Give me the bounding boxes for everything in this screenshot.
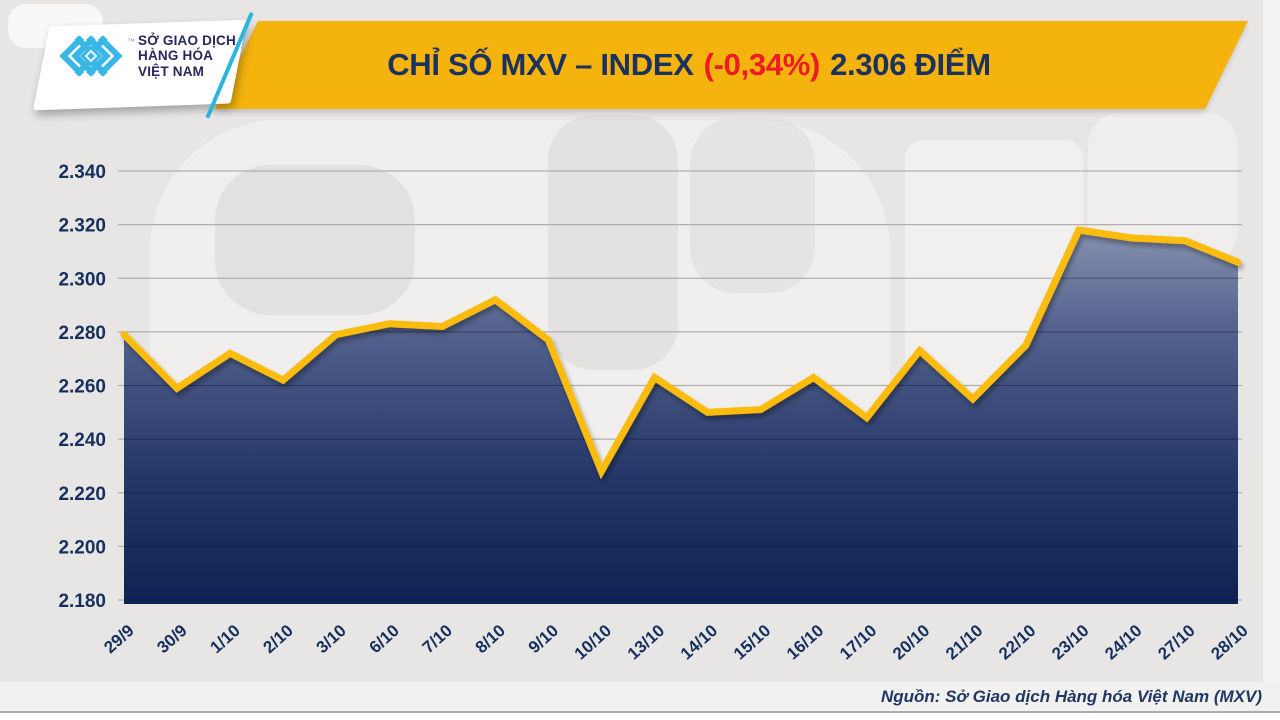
title-points-value: 2.306 ĐIỂM	[830, 47, 991, 82]
mxv-logo: ™ SỞ GIAO DỊCH HÀNG HÓA VIỆT NAM	[56, 33, 236, 79]
y-tick-label: 2.280	[58, 323, 106, 344]
y-axis-labels: 2.180 2.200 2.220 2.240 2.260 2.280 2.300 2.320…	[58, 162, 106, 612]
source-credit: Nguồn: Sở Giao dịch Hàng hóa Việt Nam (M…	[880, 686, 1262, 706]
footer-bar: Nguồn: Sở Giao dịch Hàng hóa Việt Nam (M…	[0, 682, 1280, 711]
x-tick-label: 30/9	[153, 621, 190, 657]
x-tick-label: 29/9	[100, 621, 137, 657]
x-tick-label: 7/10	[419, 621, 456, 657]
title-change-percent: (-0,34%)	[703, 47, 821, 82]
x-tick-label: 27/10	[1154, 621, 1198, 664]
y-tick-label: 2.300	[58, 269, 106, 290]
chart-title: CHỈ SỐ MXV – INDEX (-0,34%) 2.306 ĐIỂM	[258, 21, 1120, 109]
x-tick-label: 20/10	[889, 621, 933, 664]
x-tick-label: 16/10	[783, 621, 827, 664]
x-tick-label: 17/10	[836, 621, 880, 664]
title-main-text: CHỈ SỐ MXV – INDEX	[387, 47, 694, 82]
x-tick-label: 6/10	[366, 621, 403, 657]
x-tick-label: 9/10	[525, 621, 562, 657]
y-tick-label: 2.320	[58, 216, 106, 237]
x-axis-labels: 29/9 30/9 1/10 2/10 3/10 6/10 7/10 8/10 9/10 10/1…	[100, 621, 1251, 664]
x-tick-label: 10/10	[571, 621, 615, 664]
y-tick-label: 2.220	[58, 484, 106, 505]
y-tick-label: 2.260	[58, 377, 106, 398]
logo-name-line1: SỞ GIAO DỊCH	[138, 33, 236, 49]
x-tick-label: 14/10	[677, 621, 721, 664]
x-tick-label: 21/10	[942, 621, 986, 664]
x-tick-label: 8/10	[472, 621, 509, 657]
y-tick-label: 2.240	[58, 430, 106, 451]
x-tick-label: 13/10	[624, 621, 668, 664]
x-tick-label: 28/10	[1207, 621, 1251, 664]
x-tick-label: 15/10	[730, 621, 774, 664]
logo-company-name: SỞ GIAO DỊCH HÀNG HÓA VIỆT NAM	[138, 33, 236, 78]
y-tick-label: 2.200	[58, 537, 106, 558]
trademark-symbol: ™	[127, 36, 135, 46]
x-tick-label: 1/10	[206, 621, 243, 657]
mxv-logo-icon	[59, 35, 123, 77]
logo-name-line3: VIỆT NAM	[138, 63, 205, 79]
x-tick-label: 22/10	[995, 621, 1039, 664]
logo-name-line2: HÀNG HÓA	[138, 48, 214, 64]
x-tick-label: 23/10	[1048, 621, 1092, 664]
x-tick-label: 3/10	[313, 621, 350, 657]
x-tick-label: 2/10	[259, 621, 296, 657]
y-tick-label: 2.180	[58, 591, 106, 612]
area-fill	[124, 230, 1238, 604]
x-tick-label: 24/10	[1101, 621, 1145, 664]
y-tick-label: 2.340	[58, 162, 106, 183]
